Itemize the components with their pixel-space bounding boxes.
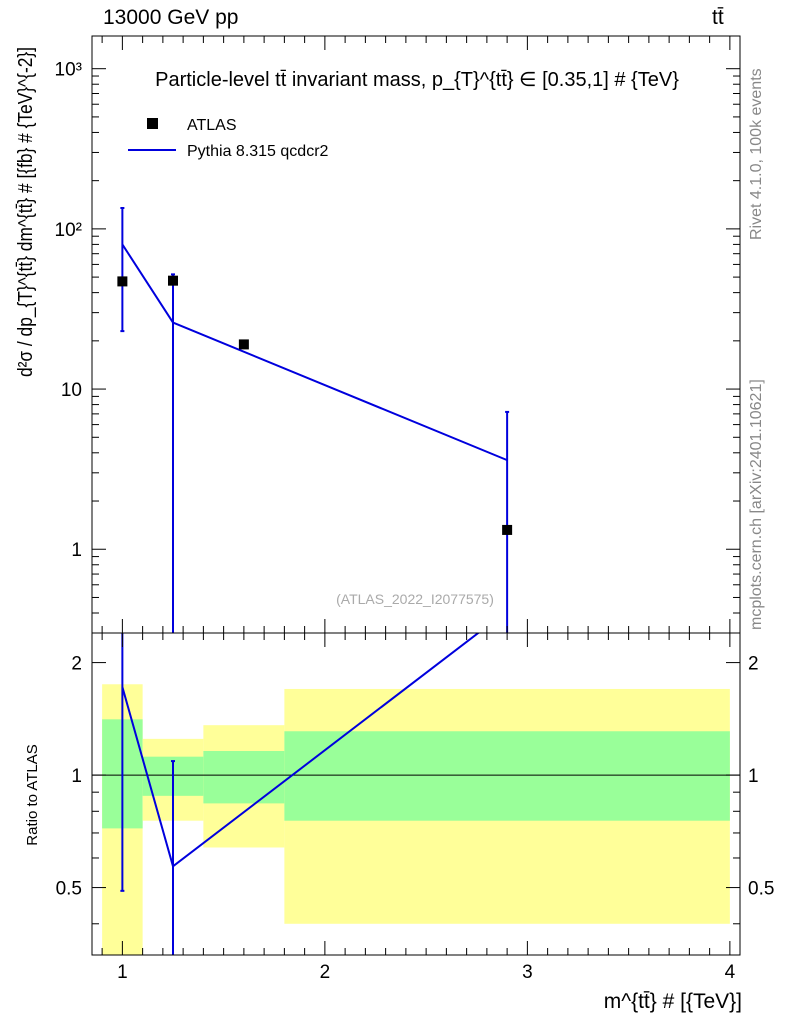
y-tick-label-1000: 10³	[55, 60, 82, 81]
header-process: 13000 GeV pp	[103, 6, 239, 29]
ratio-green-band-3	[284, 731, 730, 821]
chart-title: Particle-level tt̄ invariant mass, p_{T}…	[155, 69, 679, 91]
x-axis-label: m^{tt̄} # [{TeV}]	[604, 990, 742, 1013]
x-tick-label-1: 1	[117, 962, 128, 983]
atlas-data-point-2	[238, 339, 249, 350]
y-tick-label-100: 10²	[55, 220, 82, 241]
ratio-tick-label-left-1: 1	[71, 766, 82, 787]
x-tick-label-2: 2	[320, 962, 331, 983]
atlas-data-point-3	[502, 524, 513, 535]
ratio-tick-label-left-2: 2	[71, 654, 82, 675]
y-tick-label-1: 1	[71, 540, 82, 561]
ratio-axis-label: Ratio to ATLAS	[24, 744, 41, 845]
mc-line	[121, 243, 508, 462]
main-series-group	[117, 207, 513, 633]
ratio-tick-label-left-0.5: 0.5	[56, 879, 82, 900]
analysis-watermark: (ATLAS_2022_I2077575)	[336, 591, 494, 607]
y-axis-label: d²σ / dp_{T}^{tt̄} dm^{tt̄} # [{fb} # {T…	[15, 47, 37, 377]
x-tick-label-4: 4	[725, 962, 736, 983]
ratio-band-group	[92, 633, 740, 955]
legend-mc-label: Pythia 8.315 qcdcr2	[187, 143, 329, 160]
atlas-data-point-0	[117, 276, 128, 287]
header-final-state: tt̄	[712, 6, 724, 29]
ratio-green-band-2	[203, 750, 285, 804]
legend-atlas-marker	[147, 118, 158, 129]
legend-atlas-label: ATLAS	[187, 117, 237, 134]
ratio-tick-label-right-0.5: 0.5	[748, 879, 774, 900]
ratio-tick-label-right-2: 2	[748, 654, 759, 675]
ratio-frame	[91, 632, 741, 956]
atlas-data-point-1	[168, 275, 178, 286]
x-tick-label-3: 3	[522, 962, 533, 983]
ratio-tick-label-right-1: 1	[748, 766, 759, 787]
y-tick-label-10: 10	[61, 380, 82, 401]
